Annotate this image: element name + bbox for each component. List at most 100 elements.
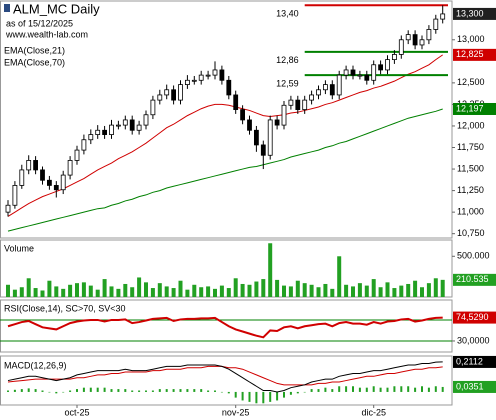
- histogram-bar: [82, 387, 85, 392]
- last-value-box: [453, 311, 496, 324]
- volume-bar: [157, 283, 162, 297]
- histogram-bar: [255, 391, 258, 404]
- last-value-box: [453, 355, 496, 368]
- volume-bar: [150, 288, 155, 297]
- histogram-bar: [34, 389, 37, 392]
- volume-bar: [109, 286, 114, 297]
- rsi-line: [7, 316, 443, 339]
- histogram-bar: [276, 391, 279, 401]
- histogram-bar: [289, 391, 292, 395]
- candle-body: [150, 99, 156, 116]
- volume-bar: [309, 284, 314, 297]
- histogram-bar: [193, 389, 196, 392]
- volume-bar: [385, 282, 390, 297]
- volume-bar: [420, 287, 424, 297]
- last-value-box: [453, 380, 496, 393]
- histogram-bar: [324, 387, 327, 392]
- volume-bar: [288, 286, 293, 297]
- y-tick-label: 12,500: [457, 77, 485, 87]
- level-label: 12,59: [276, 78, 299, 88]
- volume-bar: [261, 279, 266, 297]
- volume-bar: [344, 284, 349, 297]
- volume-bar: [364, 285, 369, 297]
- volume-bar: [247, 284, 252, 297]
- volume-bar: [426, 283, 431, 297]
- candle-body: [247, 119, 252, 131]
- candle-body: [426, 29, 432, 41]
- candle-body: [95, 129, 101, 135]
- y-tick-label: 13,000: [457, 34, 485, 44]
- histogram-bar: [400, 386, 403, 392]
- volume-bar: [68, 284, 73, 297]
- histogram-bar: [186, 389, 189, 392]
- last-value-label: 12,197: [456, 103, 484, 113]
- candle-body: [198, 74, 204, 81]
- candle-body: [329, 84, 335, 96]
- volume-bar: [378, 287, 383, 297]
- candle-body: [184, 79, 190, 85]
- last-value-box: [453, 102, 496, 115]
- candle-body: [405, 34, 411, 41]
- panel-frame: [0, 355, 453, 406]
- candle-body: [253, 129, 259, 146]
- histogram-bar: [227, 391, 230, 394]
- candle-body: [419, 39, 425, 46]
- last-value-label: 12,825: [456, 49, 484, 59]
- histogram-bar: [331, 389, 334, 392]
- volume-bar: [144, 282, 148, 297]
- histogram-bar: [345, 386, 348, 392]
- volume-bar: [12, 289, 17, 297]
- legend-entry: EMA(Close,70): [4, 57, 65, 67]
- candle-body: [336, 74, 342, 96]
- volume-bar: [26, 278, 31, 297]
- volume-bar: [316, 287, 321, 297]
- volume-bar: [357, 283, 362, 297]
- histogram-bar: [13, 389, 16, 392]
- volume-bar: [199, 287, 204, 297]
- histogram-bar: [76, 389, 78, 392]
- y-tick-label: 30,0000: [457, 335, 490, 345]
- panel-title: Volume: [4, 243, 34, 253]
- volume-bar: [282, 285, 286, 297]
- candle-body: [129, 119, 135, 131]
- histogram-bar: [407, 386, 410, 392]
- volume-bar: [330, 288, 335, 297]
- y-tick-label: 11,250: [457, 185, 484, 195]
- histogram-bar: [69, 390, 72, 392]
- candle-body: [267, 119, 273, 156]
- ema-line: [7, 54, 443, 217]
- candle-body: [274, 119, 280, 126]
- histogram-bar: [158, 389, 161, 392]
- panel-frame: [0, 0, 453, 239]
- candle-body: [205, 74, 211, 77]
- volume-bar: [433, 278, 438, 297]
- candle-body: [433, 18, 439, 30]
- candle-body: [47, 179, 52, 186]
- candle-body: [398, 39, 404, 55]
- volume-bar: [371, 279, 376, 297]
- candle-body: [33, 160, 38, 171]
- candle-body: [316, 89, 321, 96]
- volume-bar: [171, 288, 176, 297]
- candle-body: [122, 119, 128, 126]
- y-tick-label: 11,000: [457, 207, 484, 217]
- histogram-bar: [372, 386, 375, 392]
- candle-body: [343, 69, 349, 76]
- candle-body: [281, 104, 287, 126]
- panel-frame: [0, 299, 453, 353]
- histogram-bar: [96, 387, 99, 392]
- candle-body: [102, 129, 107, 135]
- volume-bar: [164, 286, 169, 297]
- panel-title: RSI(Close,14), SC>70, SV<30: [4, 303, 126, 313]
- site-annotation: www.wealth-lab.com: [5, 29, 88, 39]
- histogram-bar: [365, 387, 368, 392]
- volume-bar: [268, 243, 273, 297]
- last-value-box: [453, 273, 496, 286]
- candle-body: [19, 169, 25, 186]
- histogram-bar: [27, 388, 30, 392]
- volume-bar: [392, 288, 397, 297]
- histogram-bar: [89, 387, 92, 392]
- histogram-bar: [283, 391, 285, 398]
- chart-title: ALM_MC Daily: [13, 1, 100, 16]
